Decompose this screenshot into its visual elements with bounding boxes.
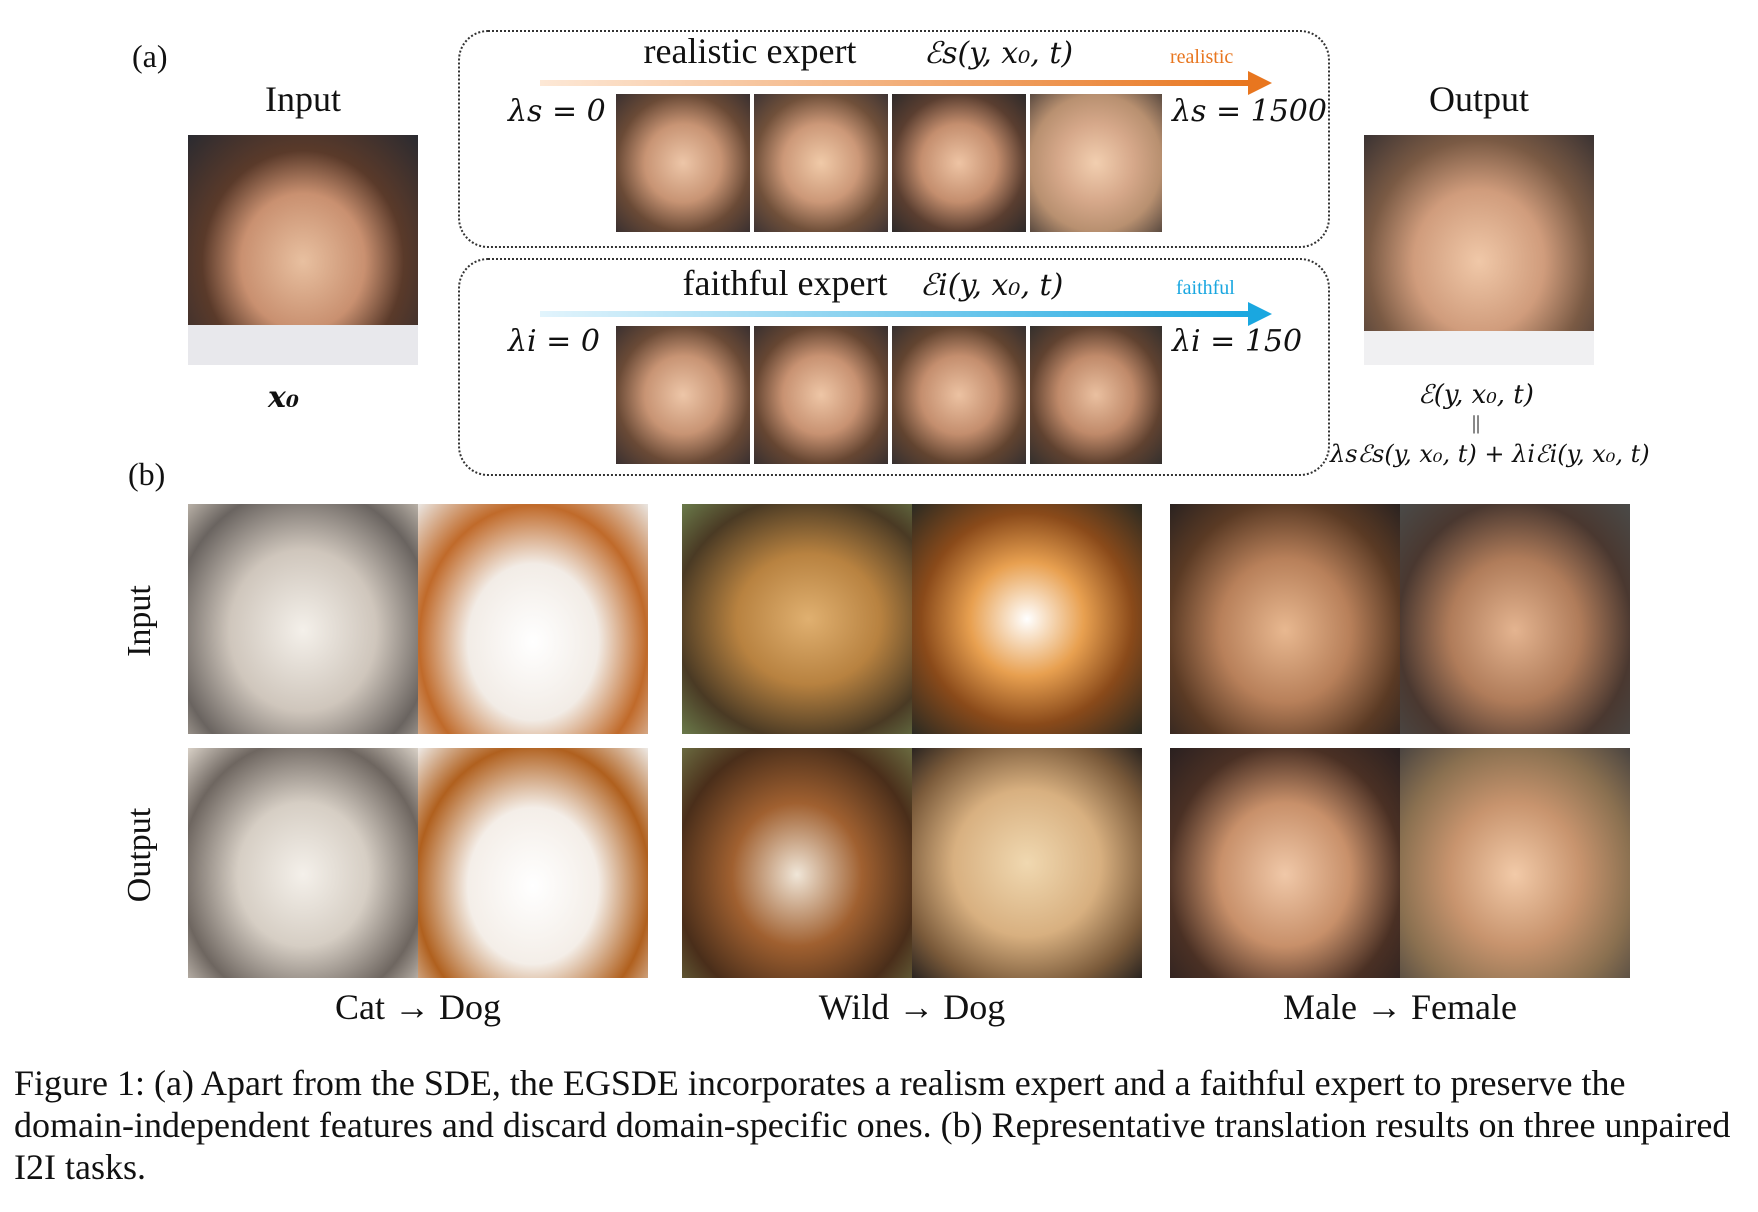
faithful-frame-4 — [1030, 326, 1162, 464]
task-label-male-female: Male → Female — [1283, 987, 1517, 1027]
realistic-frame-4 — [1030, 94, 1162, 232]
wild-input-photo-2 — [912, 504, 1142, 734]
realistic-frame-1 — [616, 94, 750, 232]
input-symbol: x₀ — [268, 380, 300, 415]
wild-input-photo-1 — [682, 504, 912, 734]
realistic-frame-3 — [892, 94, 1026, 232]
realistic-lambda-min: λs = 0 — [508, 94, 606, 129]
panel-b-label: (b) — [128, 456, 166, 492]
input-title: Input — [265, 79, 341, 119]
faithful-sequence-strip — [616, 326, 1162, 464]
dog-output-photo-3 — [682, 748, 912, 978]
output-formula-bottom: λsℰs(y, x₀, t) + λiℰi(y, x₀, t) — [1330, 440, 1650, 468]
realistic-arrow-label: realistic — [1170, 46, 1234, 68]
faithful-frame-2 — [754, 326, 888, 464]
realistic-frame-2 — [754, 94, 888, 232]
realistic-lambda-max: λs = 1500 — [1172, 94, 1327, 129]
output-title: Output — [1428, 79, 1529, 119]
female-output-photo-1 — [1170, 748, 1400, 978]
output-formula-top: ℰ(y, x₀, t) — [1418, 380, 1534, 410]
task-label-cat-dog: Cat → Dog — [335, 987, 501, 1027]
realistic-sequence-strip — [616, 94, 1162, 232]
faithful-frame-3 — [892, 326, 1026, 464]
dog-output-photo-2 — [418, 748, 648, 978]
faithful-expert-formula: ℰi(y, x₀, t) — [920, 268, 1064, 303]
dog-output-photo-4 — [912, 748, 1142, 978]
faithful-arrow-shaft — [540, 311, 1250, 317]
faithful-arrow-label: faithful — [1176, 277, 1235, 299]
faithful-lambda-min: λi = 0 — [508, 324, 600, 359]
output-face-photo — [1364, 135, 1594, 365]
row-label-input: Input — [121, 585, 158, 657]
realistic-expert-title: realistic expert — [643, 31, 857, 71]
figure-caption: Figure 1: (a) Apart from the SDE, the EG… — [14, 1063, 1731, 1187]
task-label-wild-dog: Wild → Dog — [818, 987, 1006, 1027]
row-label-output: Output — [121, 807, 158, 903]
realistic-expert-formula: ℰs(y, x₀, t) — [924, 36, 1074, 71]
panel-a-label: (a) — [132, 38, 168, 74]
male-input-photo-2 — [1400, 504, 1630, 734]
dog-output-photo-1 — [188, 748, 418, 978]
input-face-photo — [188, 135, 418, 365]
female-output-photo-2 — [1400, 748, 1630, 978]
output-formula-equals: || — [1472, 412, 1481, 434]
faithful-lambda-max: λi = 150 — [1172, 324, 1303, 359]
realistic-arrow-head — [1248, 71, 1272, 95]
male-input-photo-1 — [1170, 504, 1400, 734]
cat-input-photo-2 — [418, 504, 648, 734]
realistic-arrow-shaft — [540, 80, 1250, 86]
faithful-expert-panel — [458, 258, 1330, 476]
faithful-frame-1 — [616, 326, 750, 464]
realistic-expert-panel — [458, 30, 1330, 248]
faithful-arrow-head — [1248, 302, 1272, 326]
faithful-expert-title: faithful expert — [682, 263, 888, 303]
cat-input-photo-1 — [188, 504, 418, 734]
